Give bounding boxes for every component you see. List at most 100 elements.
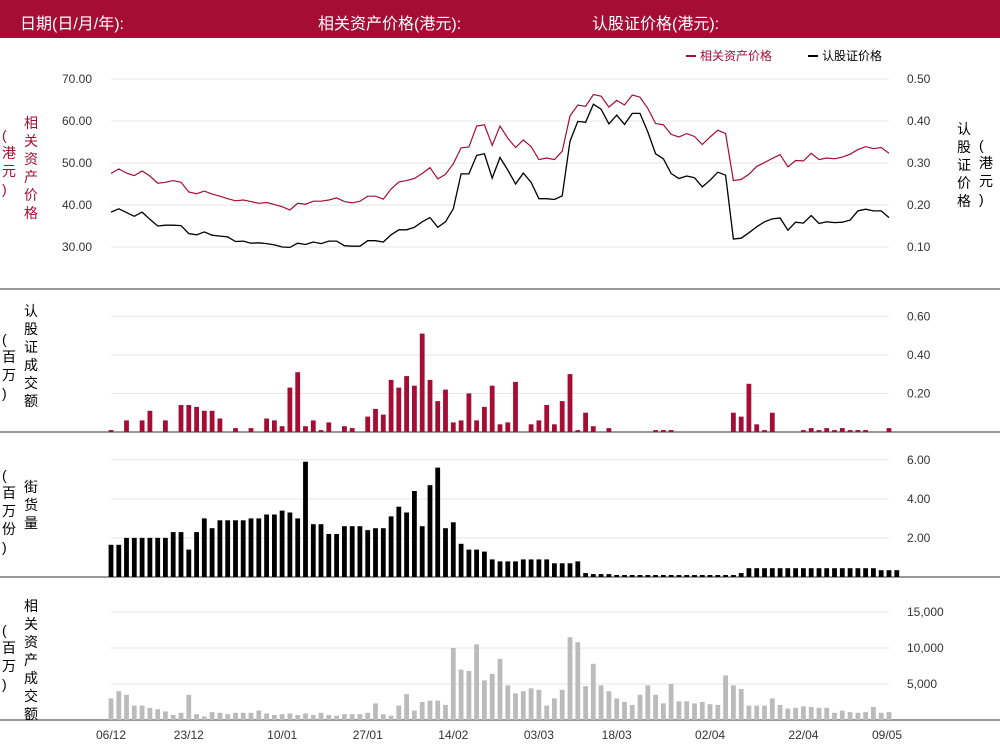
panel1-bar [489,385,495,432]
panel1-bar [762,430,767,432]
panel2-bar [404,512,409,577]
panel1-bar [279,426,285,432]
panel3-bar [466,671,472,720]
panel3-bar [365,712,371,720]
panel2-bar [847,568,853,577]
panel3-bar [310,715,316,720]
panel3-bar [567,637,573,720]
panel2-bar [155,537,161,577]
panel1-bar [731,412,736,432]
panel1-bar [536,420,542,432]
panel3-bar [248,712,254,720]
panel2-bar [264,514,269,577]
legend-item-underlying: 相关资产价格 [700,48,772,63]
x-tick-label: 14/02 [438,728,468,742]
panel2-bar [832,568,837,577]
panel2-bar [272,514,277,577]
panel2-bar [209,528,215,577]
panel3-bar [318,712,324,720]
panel1-bar [863,430,868,432]
panel2-bar [629,575,635,577]
panel3-bar [256,710,262,720]
panel1-bar [443,389,448,432]
panel1-bar [474,420,479,432]
panel1-bar [450,422,456,432]
panel1-bar [264,418,269,432]
panel2-bar [746,568,752,577]
panel1-bar [201,410,207,432]
panel3-bar [559,689,565,720]
panel2-bar [334,534,339,577]
legend-item-warrant: 认股证价格 [822,48,882,63]
x-tick-label: 22/04 [788,728,818,742]
panel3-bar [614,698,620,720]
right-unit-label-char: ) [979,191,984,207]
right-tick-label: 0.20 [907,198,931,212]
panel2-bar [287,512,293,577]
panel3-bar [131,705,137,720]
panel3-tick-label: 10,000 [907,641,944,655]
panel3-bar [863,712,868,720]
panel2-bar [256,518,262,577]
panel3-bar [762,705,767,720]
panel1-bar [326,422,332,432]
panel2-bar [326,534,332,577]
outstanding-bars [108,461,900,577]
panel2-bar [707,575,713,577]
panel3-tick-label: 15,000 [907,605,944,619]
panel2-bar [645,575,651,577]
panel3-bar [349,714,355,720]
panel3-bar [194,714,199,720]
x-tick-label: 18/03 [602,728,632,742]
panel3-bar [139,705,145,720]
panel3-bar [590,663,596,720]
panel2-bar [380,528,386,577]
right-axis-label-char: 价 [957,175,971,191]
panel3-bar [163,711,168,720]
warrant-turnover-bars [108,333,892,432]
panel3-bar [287,713,293,720]
panel1-bar [801,430,806,432]
panel2-bar [699,575,705,577]
panel2-bar [201,518,207,577]
panel1-bar [513,381,518,432]
panel3-bar [715,704,721,720]
panel3-bar [295,715,301,720]
panel2-bar [412,491,417,577]
panel2-bar [318,524,324,577]
left-axis-label-char: 资 [24,151,38,167]
panel3-bar [412,710,417,720]
panel1-bar [754,424,760,432]
panel3-bar [404,694,409,720]
panel2-bar [349,526,355,577]
panel1-bar [186,405,192,432]
panel2-bar [528,559,534,577]
panel2-bar [894,570,900,577]
underlying-price-line [110,93,890,211]
panel3-bar [824,707,830,720]
panel2-unit-label-char: ( [2,467,7,483]
price-lines [110,93,890,249]
panel1-unit-label-char: 百 [2,349,16,365]
panel3-bar [264,713,269,720]
panel3-bar [396,705,402,720]
panel3-bar [707,704,713,720]
panel3-axis-label-char: 交 [24,688,38,704]
panel2-bar [505,561,511,577]
right-unit-label-char: ( [979,137,984,153]
panel1-bar [365,416,371,432]
panel2-bar [474,549,479,577]
warrant-price-label: 认股证价格(港元): [592,16,720,33]
x-tick-label: 10/01 [267,728,297,742]
panel3-bar [598,685,604,720]
panel2-bar [295,518,301,577]
panel2-bar [715,575,721,577]
panel1-bar [209,410,215,432]
panel3-bar [225,714,231,720]
panel3-bar [427,700,433,720]
panel2-bar [147,537,153,577]
left-tick-label: 30.00 [62,240,92,254]
panel3-unit-label-char: 百 [2,640,16,656]
panel3-bar [544,705,550,720]
x-tick-label: 27/01 [353,728,383,742]
